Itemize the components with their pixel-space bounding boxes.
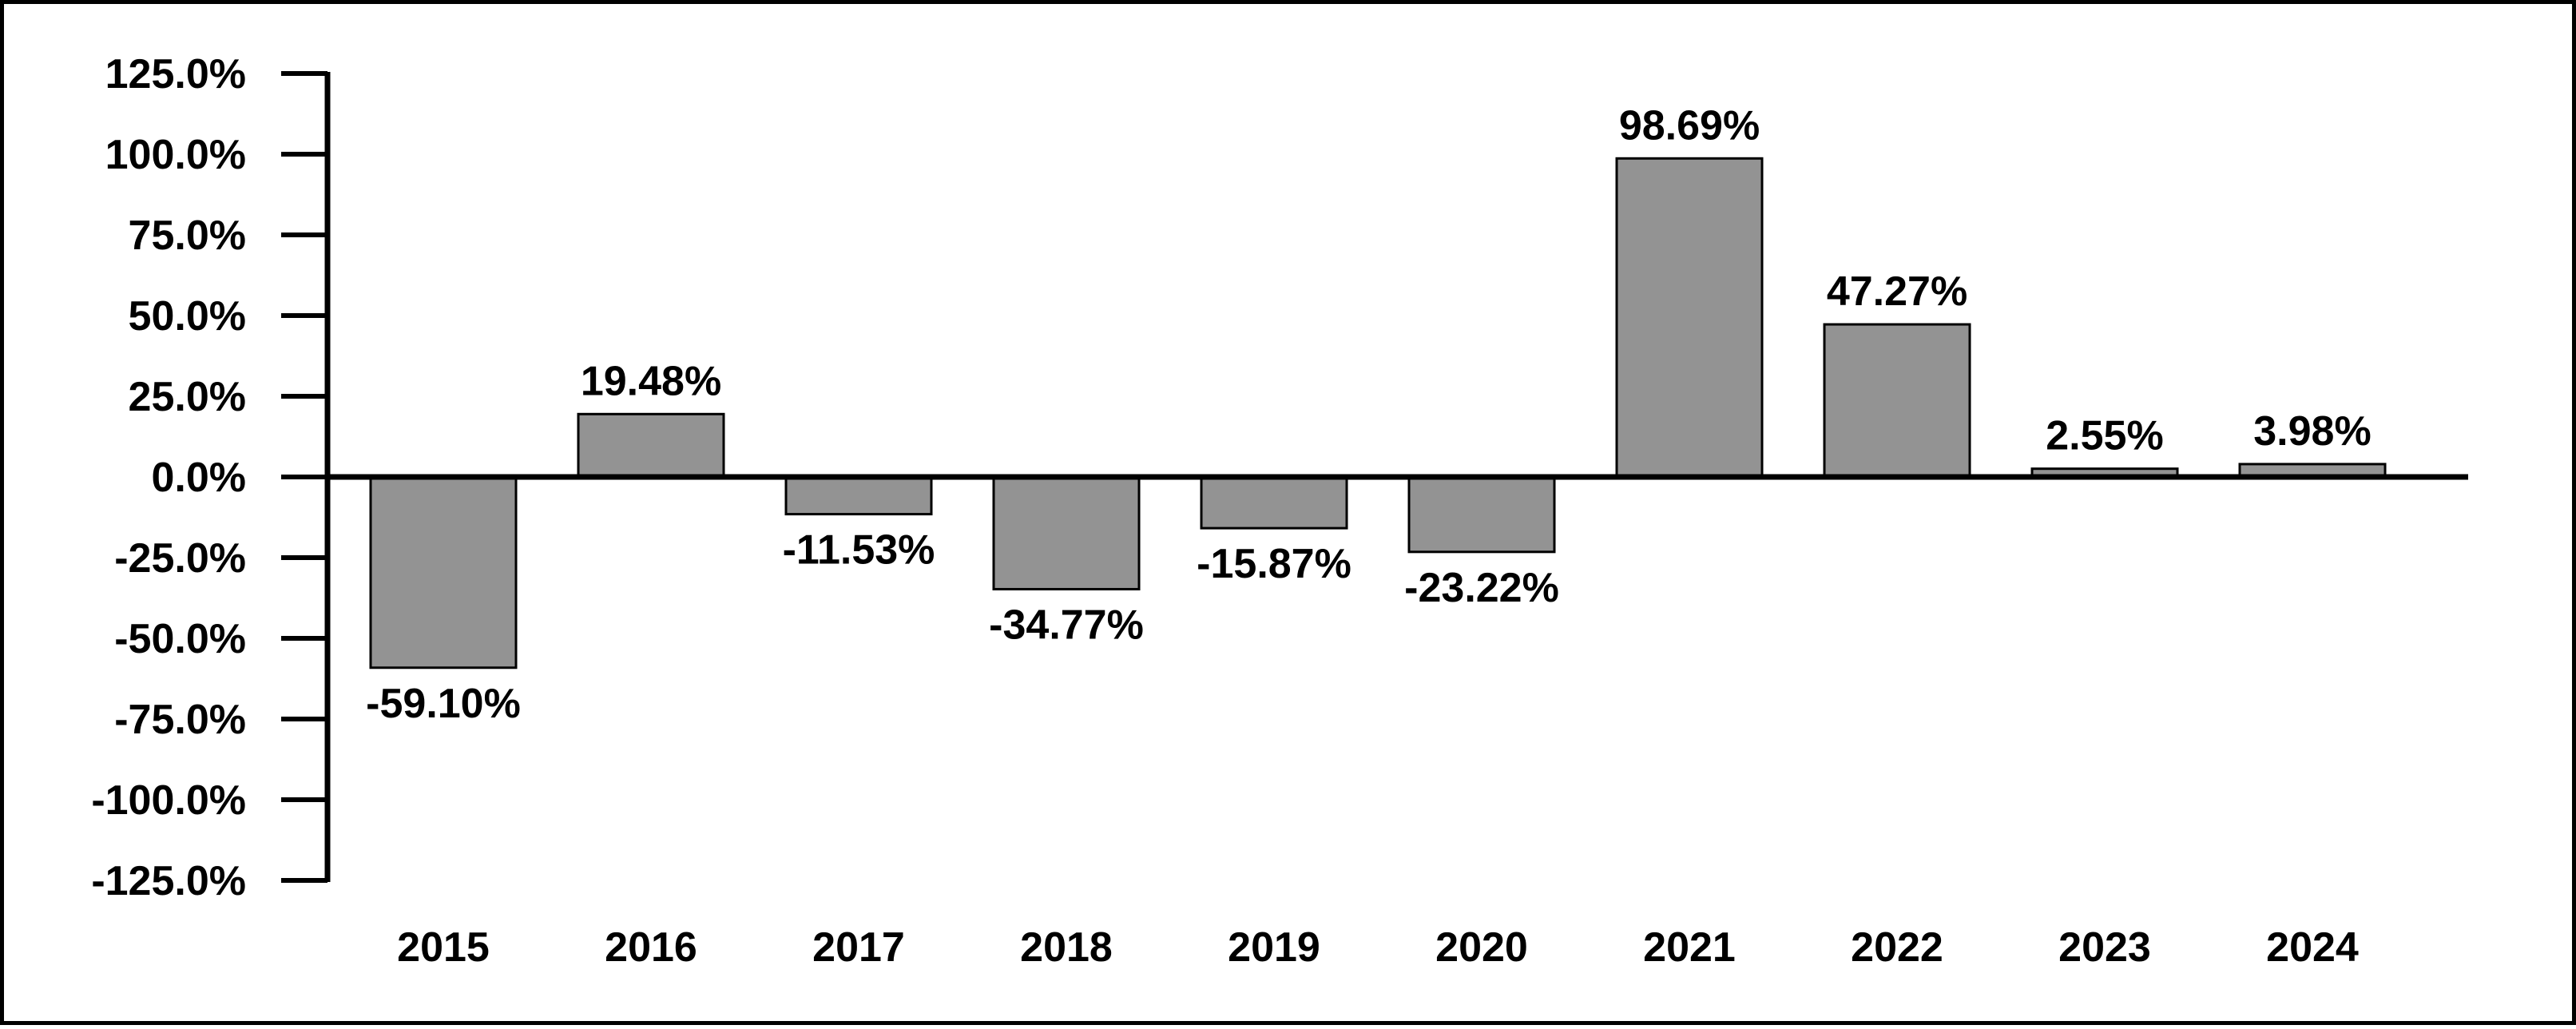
bar-2022 bbox=[1823, 323, 1971, 479]
x-tick-label-2015: 2015 bbox=[397, 924, 490, 971]
bar-2020 bbox=[1407, 475, 1556, 554]
y-tick-label-8: -75.0% bbox=[114, 697, 246, 743]
data-label-2015: -59.10% bbox=[366, 681, 521, 727]
data-label-2018: -34.77% bbox=[989, 602, 1144, 648]
x-tick-label-2016: 2016 bbox=[605, 924, 697, 971]
data-label-2021: 98.69% bbox=[1619, 102, 1760, 149]
data-label-2019: -15.87% bbox=[1197, 541, 1352, 587]
data-label-2017: -11.53% bbox=[783, 527, 935, 574]
bar-2015 bbox=[369, 475, 518, 669]
bars-layer bbox=[369, 157, 2387, 669]
x-tick-label-2018: 2018 bbox=[1020, 924, 1113, 971]
bar-2019 bbox=[1200, 475, 1348, 530]
y-tick-label-2: 75.0% bbox=[129, 213, 246, 259]
y-tick-label-9: -100.0% bbox=[91, 777, 246, 824]
y-tick-label-1: 100.0% bbox=[105, 132, 246, 178]
data-label-2022: 47.27% bbox=[1827, 268, 1967, 315]
y-tick-label-7: -50.0% bbox=[114, 616, 246, 662]
data-label-2016: 19.48% bbox=[581, 358, 721, 404]
y-tick-label-6: -25.0% bbox=[114, 535, 246, 582]
data-label-2023: 2.55% bbox=[2046, 413, 2163, 459]
x-tick-label-2021: 2021 bbox=[1643, 924, 1736, 971]
bar-2021 bbox=[1615, 157, 1764, 479]
y-tick-label-3: 50.0% bbox=[129, 293, 246, 340]
y-tick-label-4: 25.0% bbox=[129, 374, 246, 420]
bar-chart: -59.10% 2015 19.48% 2016 -11.53% 2017 -34.77% 2… bbox=[91, 51, 2468, 971]
y-tick-label-5: 0.0% bbox=[151, 455, 246, 501]
bar-2018 bbox=[992, 475, 1141, 590]
bar-2016 bbox=[577, 412, 725, 479]
axis-layer bbox=[281, 71, 2468, 883]
x-tick-label-2019: 2019 bbox=[1228, 924, 1320, 971]
data-label-2024: 3.98% bbox=[2253, 408, 2371, 455]
data-label-2020: -23.22% bbox=[1404, 565, 1559, 611]
bar-2017 bbox=[784, 475, 933, 516]
x-tick-label-2022: 2022 bbox=[1851, 924, 1943, 971]
x-tick-label-2020: 2020 bbox=[1435, 924, 1528, 971]
labels-layer: -59.10% 2015 19.48% 2016 -11.53% 2017 -34.77% 2… bbox=[91, 51, 2371, 971]
x-tick-label-2024: 2024 bbox=[2266, 924, 2359, 971]
x-tick-label-2023: 2023 bbox=[2058, 924, 2151, 971]
y-tick-label-0: 125.0% bbox=[105, 51, 246, 97]
x-tick-label-2017: 2017 bbox=[812, 924, 905, 971]
y-tick-label-10: -125.0% bbox=[91, 858, 246, 904]
